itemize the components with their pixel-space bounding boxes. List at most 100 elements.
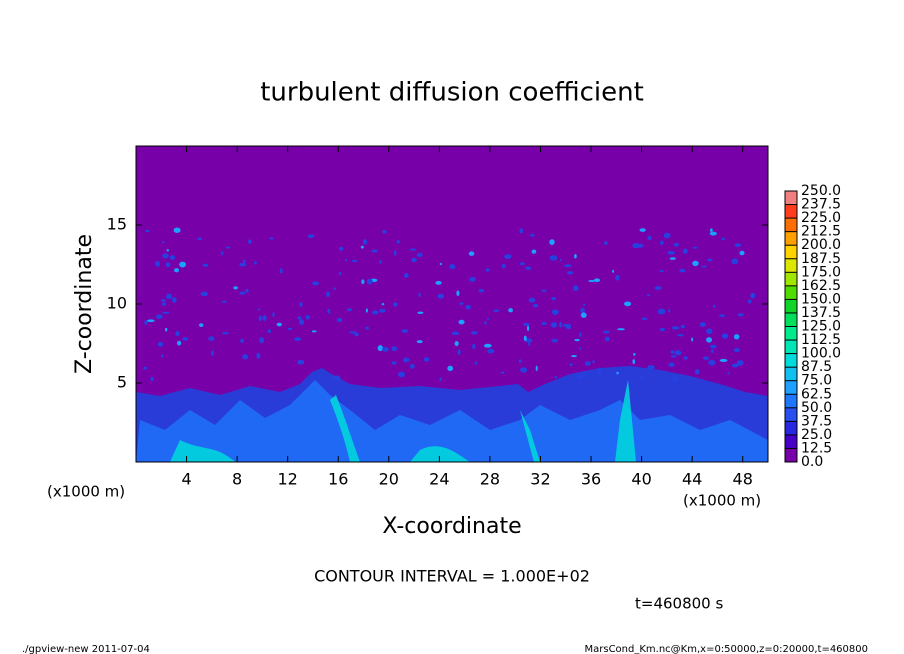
field-blob — [312, 281, 320, 286]
x-tick-label: 44 — [682, 470, 702, 489]
field-blob — [240, 338, 245, 343]
field-blob — [221, 251, 224, 256]
field-blob — [298, 319, 305, 325]
field-blob — [540, 289, 547, 292]
colorbar: 0.012.525.037.550.062.575.087.5100.0112.… — [784, 183, 841, 470]
field-blob — [379, 308, 386, 313]
field-blob — [604, 336, 610, 342]
colorbar-label: 125.0 — [801, 319, 841, 335]
field-blob — [239, 262, 247, 267]
field-blob — [262, 315, 267, 321]
field-blob — [709, 228, 713, 232]
field-blob — [593, 278, 601, 283]
field-blob — [559, 321, 563, 328]
field-blob — [451, 331, 460, 336]
field-blob — [145, 229, 150, 233]
field-blob — [518, 359, 522, 364]
field-blob — [549, 255, 558, 261]
field-blob — [360, 245, 364, 249]
field-blob — [344, 258, 348, 262]
field-blob — [294, 337, 302, 341]
field-blob — [719, 358, 728, 363]
colorbar-bin — [785, 434, 797, 449]
field-blob — [248, 239, 252, 245]
field-blob — [470, 331, 478, 335]
colorbar-bin — [785, 272, 797, 286]
field-blob — [731, 258, 739, 265]
field-blob — [671, 326, 680, 330]
field-blob — [692, 260, 699, 267]
field-blob — [673, 242, 680, 247]
field-blob — [727, 372, 730, 375]
field-blob — [526, 325, 530, 332]
field-blob — [439, 262, 442, 266]
field-blob — [416, 252, 423, 257]
colorbar-bin — [785, 353, 797, 368]
field-blob — [487, 317, 490, 321]
field-blob — [221, 300, 227, 303]
field-blob — [668, 362, 675, 367]
field-blob — [646, 294, 651, 297]
x-tick-label: 28 — [480, 470, 500, 489]
field-blob — [447, 365, 454, 372]
field-blob — [267, 329, 272, 334]
field-blob — [351, 259, 358, 263]
field-blob — [647, 235, 652, 240]
x-tick-label: 8 — [232, 470, 242, 489]
field-blob — [682, 248, 688, 254]
field-blob — [541, 321, 547, 326]
colorbar-label: 75.0 — [801, 373, 832, 389]
field-blob — [208, 336, 215, 341]
field-blob — [670, 376, 679, 382]
field-blob — [699, 322, 706, 327]
field-blob — [404, 273, 409, 278]
field-blob — [297, 359, 305, 365]
field-blob — [174, 268, 180, 273]
field-blob — [677, 334, 684, 337]
field-blob — [166, 294, 173, 300]
field-blob — [501, 263, 506, 269]
colorbar-bin — [785, 218, 797, 232]
field-blob — [525, 338, 533, 343]
field-blob — [150, 376, 154, 382]
contour-field — [136, 146, 768, 462]
field-blob — [409, 248, 417, 251]
field-blob — [458, 319, 465, 325]
field-blob — [550, 322, 558, 328]
field-blob — [639, 228, 646, 232]
field-blob — [554, 376, 558, 379]
field-blob — [733, 334, 740, 340]
field-blob — [256, 352, 261, 359]
field-blob — [175, 331, 180, 337]
field-blob — [254, 261, 257, 265]
colorbar-label: 212.5 — [801, 224, 841, 240]
field-blob — [164, 327, 168, 332]
colorbar-label: 37.5 — [801, 413, 832, 429]
field-blob — [437, 293, 445, 299]
field-blob — [669, 257, 676, 260]
field-blob — [692, 246, 698, 249]
field-blob — [465, 304, 471, 310]
field-blob — [157, 341, 164, 347]
field-blob — [161, 241, 165, 244]
field-blob — [332, 375, 341, 381]
field-blob — [161, 354, 164, 358]
field-blob — [734, 243, 742, 247]
field-blob — [617, 328, 625, 331]
field-blob — [411, 257, 417, 263]
field-blob — [747, 299, 752, 304]
field-blob — [483, 343, 492, 348]
footer-right: MarsCond_Km.nc@Km,x=0:50000,z=0:20000,t=… — [585, 644, 869, 654]
field-blob — [233, 286, 238, 290]
field-blob — [155, 314, 163, 319]
field-blob — [410, 363, 415, 369]
field-blob — [683, 356, 688, 360]
colorbar-bin — [785, 258, 797, 273]
field-blob — [636, 243, 644, 248]
field-blob — [739, 250, 745, 256]
field-blob — [179, 261, 187, 268]
field-blob — [612, 269, 615, 273]
field-blob — [564, 264, 572, 268]
x-tick-label: 12 — [278, 470, 298, 489]
field-blob — [615, 274, 620, 281]
